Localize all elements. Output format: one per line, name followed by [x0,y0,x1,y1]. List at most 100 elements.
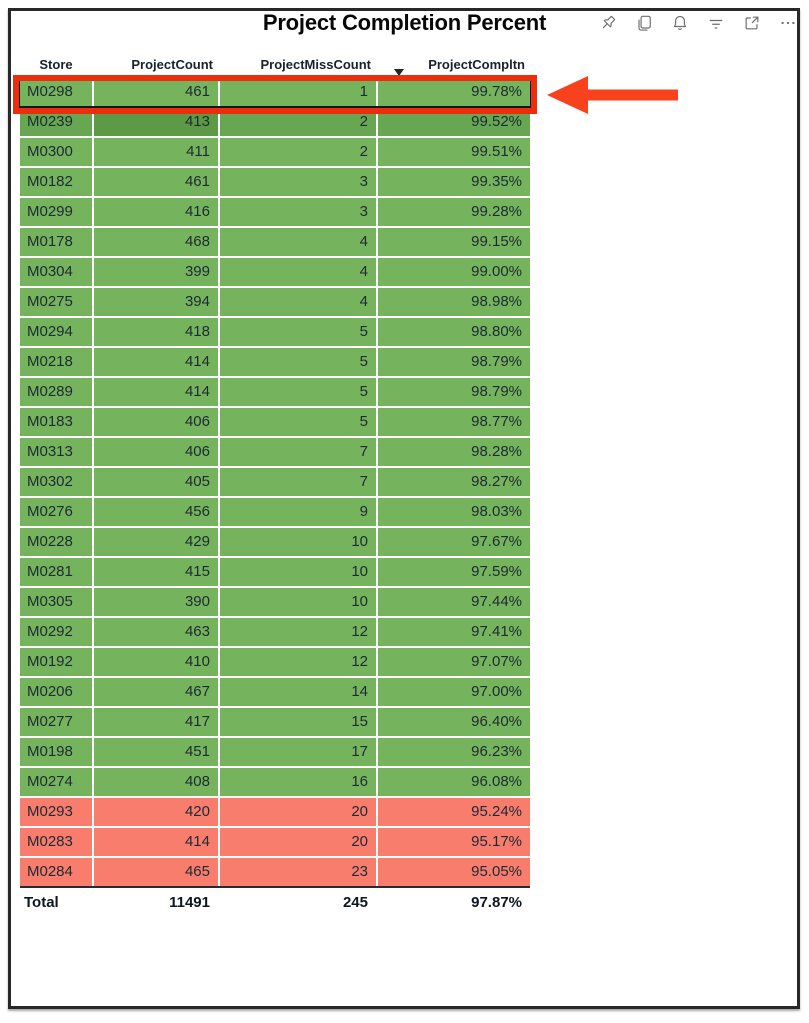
cell-store[interactable]: M0299 [20,198,92,226]
cell-project_compltn[interactable]: 95.24% [378,798,530,826]
table-row[interactable]: M0178 468 4 99.15% [20,228,530,256]
cell-store[interactable]: M0305 [20,588,92,616]
cell-project_miss_count[interactable]: 23 [220,858,376,886]
cell-store[interactable]: M0198 [20,738,92,766]
column-header-store[interactable]: Store [39,57,73,72]
cell-project_miss_count[interactable]: 7 [220,468,376,496]
table-row[interactable]: M0239 413 2 99.52% [20,108,530,136]
cell-project_count[interactable]: 461 [94,168,218,196]
table-row[interactable]: M0218 414 5 98.79% [20,348,530,376]
table-row[interactable]: M0300 411 2 99.51% [20,138,530,166]
table-row[interactable]: M0276 456 9 98.03% [20,498,530,526]
cell-store[interactable]: M0276 [20,498,92,526]
cell-project_count[interactable]: 456 [94,498,218,526]
cell-project_miss_count[interactable]: 4 [220,228,376,256]
cell-store[interactable]: M0294 [20,318,92,346]
table-row[interactable]: M0304 399 4 99.00% [20,258,530,286]
popout-focus-icon[interactable] [742,13,762,33]
cell-project_count[interactable]: 467 [94,678,218,706]
cell-project_count[interactable]: 417 [94,708,218,736]
alerts-bell-icon[interactable] [670,13,690,33]
cell-project_miss_count[interactable]: 2 [220,108,376,136]
cell-project_compltn[interactable]: 98.03% [378,498,530,526]
cell-project_count[interactable]: 468 [94,228,218,256]
cell-project_count[interactable]: 415 [94,558,218,586]
table-row[interactable]: M0228 429 10 97.67% [20,528,530,556]
cell-store[interactable]: M0283 [20,828,92,856]
cell-project_count[interactable]: 465 [94,858,218,886]
cell-store[interactable]: M0302 [20,468,92,496]
cell-store[interactable]: M0275 [20,288,92,316]
cell-project_count[interactable]: 394 [94,288,218,316]
cell-project_miss_count[interactable]: 5 [220,408,376,436]
cell-project_compltn[interactable]: 97.67% [378,528,530,556]
cell-project_miss_count[interactable]: 2 [220,138,376,166]
table-row[interactable]: M0281 415 10 97.59% [20,558,530,586]
cell-project_count[interactable]: 413 [94,108,218,136]
table-row[interactable]: M0198 451 17 96.23% [20,738,530,766]
cell-project_compltn[interactable]: 97.59% [378,558,530,586]
cell-project_miss_count[interactable]: 1 [220,78,376,106]
cell-project_compltn[interactable]: 96.23% [378,738,530,766]
cell-project_miss_count[interactable]: 10 [220,558,376,586]
table-row[interactable]: M0277 417 15 96.40% [20,708,530,736]
column-header-project_miss_count[interactable]: ProjectMissCount [260,57,371,72]
table-row[interactable]: M0275 394 4 98.98% [20,288,530,316]
cell-project_compltn[interactable]: 95.17% [378,828,530,856]
cell-store[interactable]: M0183 [20,408,92,436]
cell-project_miss_count[interactable]: 17 [220,738,376,766]
cell-store[interactable]: M0239 [20,108,92,136]
cell-project_compltn[interactable]: 99.52% [378,108,530,136]
cell-project_miss_count[interactable]: 14 [220,678,376,706]
cell-project_compltn[interactable]: 97.00% [378,678,530,706]
cell-project_compltn[interactable]: 99.28% [378,198,530,226]
table-row[interactable]: M0294 418 5 98.80% [20,318,530,346]
cell-store[interactable]: M0182 [20,168,92,196]
copy-icon[interactable] [634,13,654,33]
cell-store[interactable]: M0228 [20,528,92,556]
cell-project_count[interactable]: 429 [94,528,218,556]
cell-store[interactable]: M0292 [20,618,92,646]
cell-project_count[interactable]: 406 [94,438,218,466]
cell-project_count[interactable]: 410 [94,648,218,676]
cell-project_miss_count[interactable]: 20 [220,828,376,856]
cell-project_count[interactable]: 420 [94,798,218,826]
cell-project_miss_count[interactable]: 5 [220,348,376,376]
cell-store[interactable]: M0300 [20,138,92,166]
cell-store[interactable]: M0178 [20,228,92,256]
cell-store[interactable]: M0293 [20,798,92,826]
cell-project_count[interactable]: 414 [94,348,218,376]
table-row[interactable]: M0313 406 7 98.28% [20,438,530,466]
cell-project_miss_count[interactable]: 7 [220,438,376,466]
cell-project_count[interactable]: 406 [94,408,218,436]
table-row[interactable]: M0293 420 20 95.24% [20,798,530,826]
cell-project_miss_count[interactable]: 20 [220,798,376,826]
table-row[interactable]: M0299 416 3 99.28% [20,198,530,226]
cell-project_compltn[interactable]: 98.77% [378,408,530,436]
cell-project_miss_count[interactable]: 10 [220,528,376,556]
cell-project_count[interactable]: 405 [94,468,218,496]
table-row[interactable]: M0183 406 5 98.77% [20,408,530,436]
cell-project_compltn[interactable]: 99.51% [378,138,530,166]
cell-project_compltn[interactable]: 95.05% [378,858,530,886]
column-header-project_count[interactable]: ProjectCount [131,57,213,72]
column-header-project_compltn[interactable]: ProjectCompltn [428,57,525,72]
table-row[interactable]: M0298 461 1 99.78% [20,78,530,106]
cell-store[interactable]: M0304 [20,258,92,286]
cell-project_compltn[interactable]: 98.80% [378,318,530,346]
cell-project_miss_count[interactable]: 5 [220,378,376,406]
table-row[interactable]: M0182 461 3 99.35% [20,168,530,196]
cell-project_compltn[interactable]: 98.98% [378,288,530,316]
table-row[interactable]: M0274 408 16 96.08% [20,768,530,796]
cell-store[interactable]: M0289 [20,378,92,406]
cell-project_compltn[interactable]: 98.79% [378,378,530,406]
cell-project_miss_count[interactable]: 12 [220,648,376,676]
cell-project_miss_count[interactable]: 12 [220,618,376,646]
cell-project_count[interactable]: 411 [94,138,218,166]
cell-project_compltn[interactable]: 99.00% [378,258,530,286]
cell-project_compltn[interactable]: 96.40% [378,708,530,736]
cell-project_count[interactable]: 390 [94,588,218,616]
cell-project_miss_count[interactable]: 15 [220,708,376,736]
cell-store[interactable]: M0284 [20,858,92,886]
cell-project_miss_count[interactable]: 10 [220,588,376,616]
